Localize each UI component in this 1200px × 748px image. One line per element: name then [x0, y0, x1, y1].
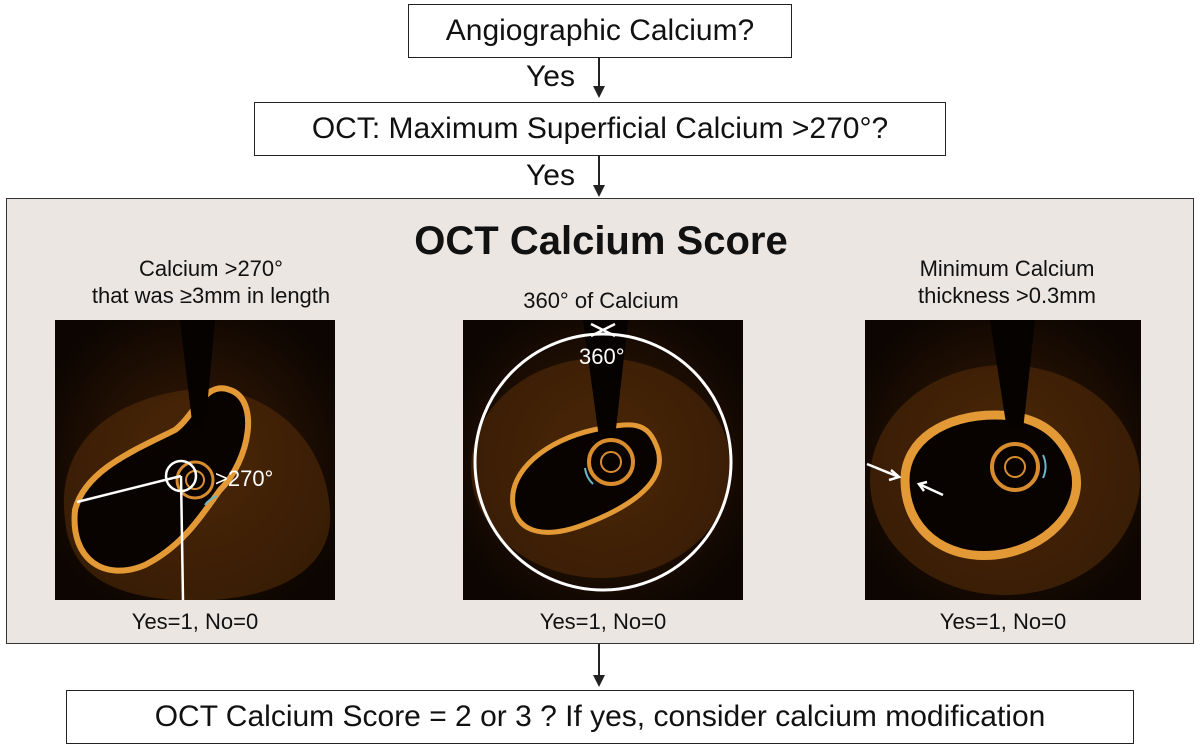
arrow-3-head [593, 675, 605, 687]
arrow-2-head [593, 185, 605, 197]
arrow-1-line [598, 58, 600, 88]
angiographic-calcium-text: Angiographic Calcium? [445, 14, 755, 47]
oct-superficial-calcium-text: OCT: Maximum Superficial Calcium >270°? [311, 112, 889, 145]
panel-title: OCT Calcium Score [414, 219, 788, 263]
oct-calcium-score-panel: OCT Calcium Score Calcium >270° that was… [6, 198, 1194, 644]
criterion-3-title-line1: Minimum Calcium [919, 256, 1095, 281]
criterion-1-scoring: Yes=1, No=0 [131, 609, 259, 634]
yes-label-1: Yes [526, 60, 575, 93]
criterion-2-title: 360° of Calcium [451, 287, 751, 314]
criterion-1-title-line1: Calcium >270° [139, 256, 283, 281]
angiographic-calcium-box: Angiographic Calcium? [408, 4, 792, 58]
yes-label-2: Yes [526, 159, 575, 192]
oct-image-calcium-over-270: >270° [55, 320, 335, 600]
final-score-box: OCT Calcium Score = 2 or 3 ? If yes, con… [66, 690, 1134, 744]
arrow-2-line [598, 156, 600, 186]
arrow-1-head [593, 86, 605, 98]
final-score-text: OCT Calcium Score = 2 or 3 ? If yes, con… [154, 700, 1046, 733]
oct-image-calcium-thickness [865, 320, 1141, 600]
full-circle-marker [473, 332, 733, 592]
angle-label-360: 360° [579, 344, 625, 369]
criterion-1-title: Calcium >270° that was ≥3mm in length [61, 255, 361, 309]
criterion-2-title-line1: 360° of Calcium [523, 288, 679, 313]
criterion-1-title-line2: that was ≥3mm in length [91, 283, 331, 308]
oct-superficial-calcium-box: OCT: Maximum Superficial Calcium >270°? [254, 102, 946, 156]
criterion-3-scoring: Yes=1, No=0 [939, 609, 1067, 634]
criterion-2-scoring: Yes=1, No=0 [539, 609, 667, 634]
arrow-3-line [598, 644, 600, 676]
oct-image-360-calcium: 360° [463, 320, 743, 600]
angle-label-over-270: >270° [215, 466, 274, 491]
criterion-3-title-line2: thickness >0.3mm [918, 283, 1096, 308]
thickness-arrow-inner [918, 482, 944, 497]
criterion-3-title: Minimum Calcium thickness >0.3mm [857, 255, 1157, 309]
thickness-arrow-outer [866, 462, 900, 479]
